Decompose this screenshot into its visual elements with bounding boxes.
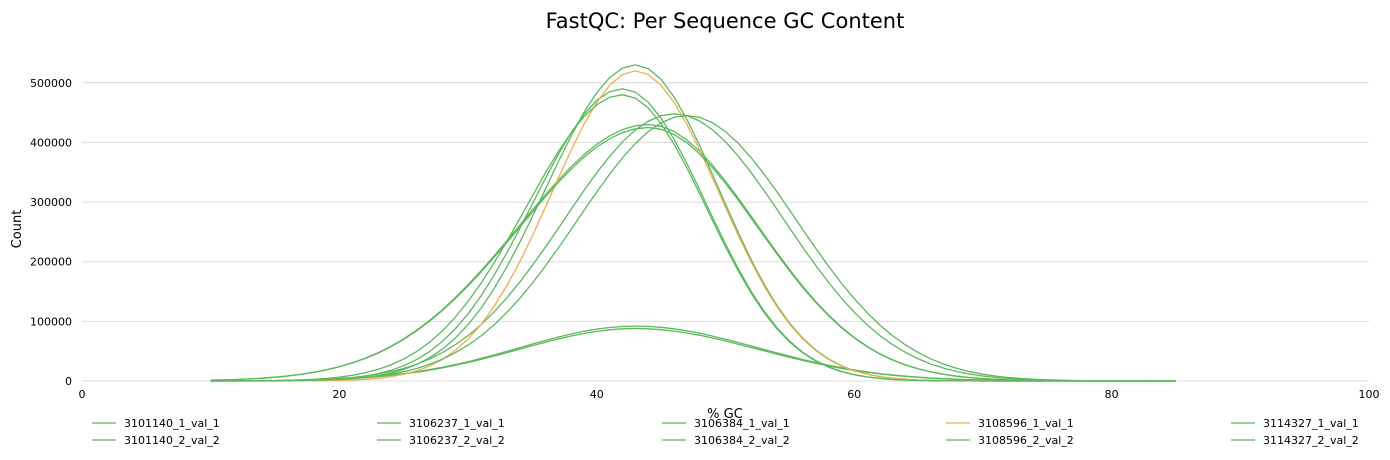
x-axis-label: % GC — [707, 407, 743, 422]
legend-label: 3114327_2_val_2 — [1263, 434, 1359, 447]
y-tick-label: 100000 — [30, 315, 72, 328]
legend-label: 3106237_2_val_2 — [409, 434, 505, 447]
legend-item[interactable]: 3101140_1_val_1 — [92, 417, 220, 430]
y-tick-label: 0 — [65, 375, 72, 388]
legend-label: 3106237_1_val_1 — [409, 417, 505, 430]
y-tick-label: 500000 — [30, 77, 72, 90]
series-line-3106384_2_val_2 — [210, 327, 1176, 382]
legend-item[interactable]: 3106237_2_val_2 — [377, 434, 505, 447]
grid-lines — [82, 82, 1369, 322]
series-line-3106237_2_val_2 — [210, 123, 1176, 382]
y-tick-label: 300000 — [30, 196, 72, 209]
series-lines — [210, 64, 1176, 382]
legend-item[interactable]: 3106237_1_val_1 — [377, 417, 505, 430]
legend-item[interactable]: 3106384_2_val_2 — [662, 434, 790, 447]
x-tick-label: 60 — [847, 388, 861, 401]
legend-label: 3101140_1_val_1 — [124, 417, 220, 430]
chart-title: FastQC: Per Sequence GC Content — [546, 9, 905, 33]
legend: 3101140_1_val_1 3101140_2_val_2 3106237_1_… — [92, 417, 1359, 447]
series-line-3108596_2_val_2 — [210, 94, 1176, 382]
x-tick-label: 40 — [590, 388, 604, 401]
legend-item[interactable]: 3114327_1_val_1 — [1231, 417, 1359, 430]
series-line-3114327_2_val_2 — [210, 126, 1176, 382]
legend-item[interactable]: 3108596_1_val_1 — [946, 417, 1074, 430]
legend-label: 3108596_1_val_1 — [978, 417, 1074, 430]
x-tick-label: 20 — [332, 388, 346, 401]
legend-item[interactable]: 3114327_2_val_2 — [1231, 434, 1359, 447]
legend-item[interactable]: 3108596_2_val_2 — [946, 434, 1074, 447]
x-axis-ticks: 0 20 40 60 80 100 — [79, 388, 1380, 401]
y-tick-label: 400000 — [30, 136, 72, 149]
y-axis-label: Count — [10, 210, 25, 249]
legend-label: 3106384_1_val_1 — [694, 417, 790, 430]
legend-label: 3114327_1_val_1 — [1263, 417, 1359, 430]
series-line-3101140_2_val_2 — [210, 113, 1176, 382]
legend-item[interactable]: 3106384_1_val_1 — [662, 417, 790, 430]
legend-item[interactable]: 3101140_2_val_2 — [92, 434, 220, 447]
y-tick-label: 200000 — [30, 256, 72, 269]
legend-label: 3108596_2_val_2 — [978, 434, 1074, 447]
x-tick-label: 0 — [79, 388, 86, 401]
series-line-3114327_1_val_1 — [210, 114, 1176, 382]
x-tick-label: 80 — [1105, 388, 1119, 401]
legend-label: 3106384_2_val_2 — [694, 434, 790, 447]
y-axis-ticks: 0 100000 200000 300000 400000 500000 — [30, 77, 72, 388]
legend-label: 3101140_2_val_2 — [124, 434, 220, 447]
x-tick-label: 100 — [1359, 388, 1380, 401]
